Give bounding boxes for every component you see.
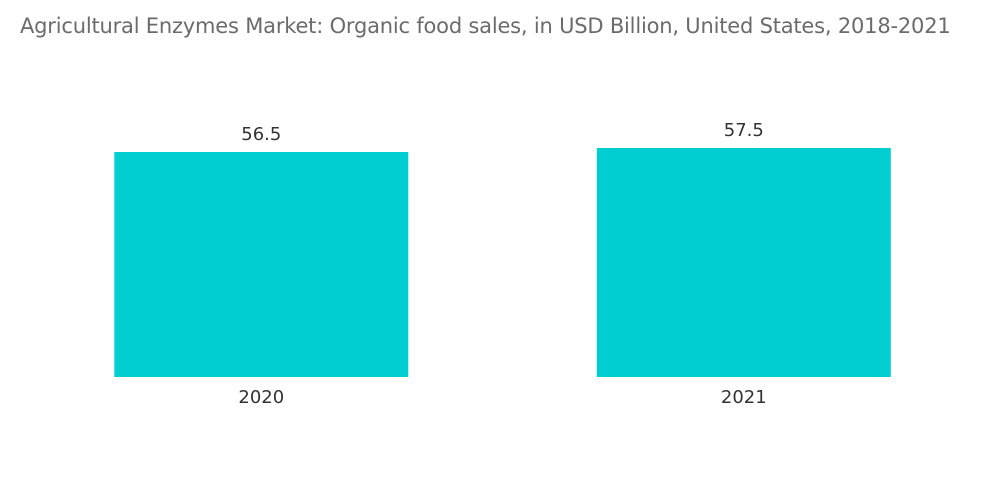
bars-layer [114, 148, 891, 377]
x-tick-label-2020: 2020 [238, 387, 284, 408]
chart-title: Agricultural Enzymes Market: Organic foo… [20, 14, 951, 38]
bar-2020 [114, 152, 409, 377]
x-tick-label-2021: 2021 [721, 387, 767, 408]
bar-2021 [596, 148, 891, 377]
x-axis-ticks: 2020 2021 [238, 387, 766, 408]
value-label-2020: 56.5 [241, 124, 281, 145]
labels-layer: 56.5 57.5 [241, 120, 764, 145]
value-label-2021: 57.5 [724, 120, 764, 141]
